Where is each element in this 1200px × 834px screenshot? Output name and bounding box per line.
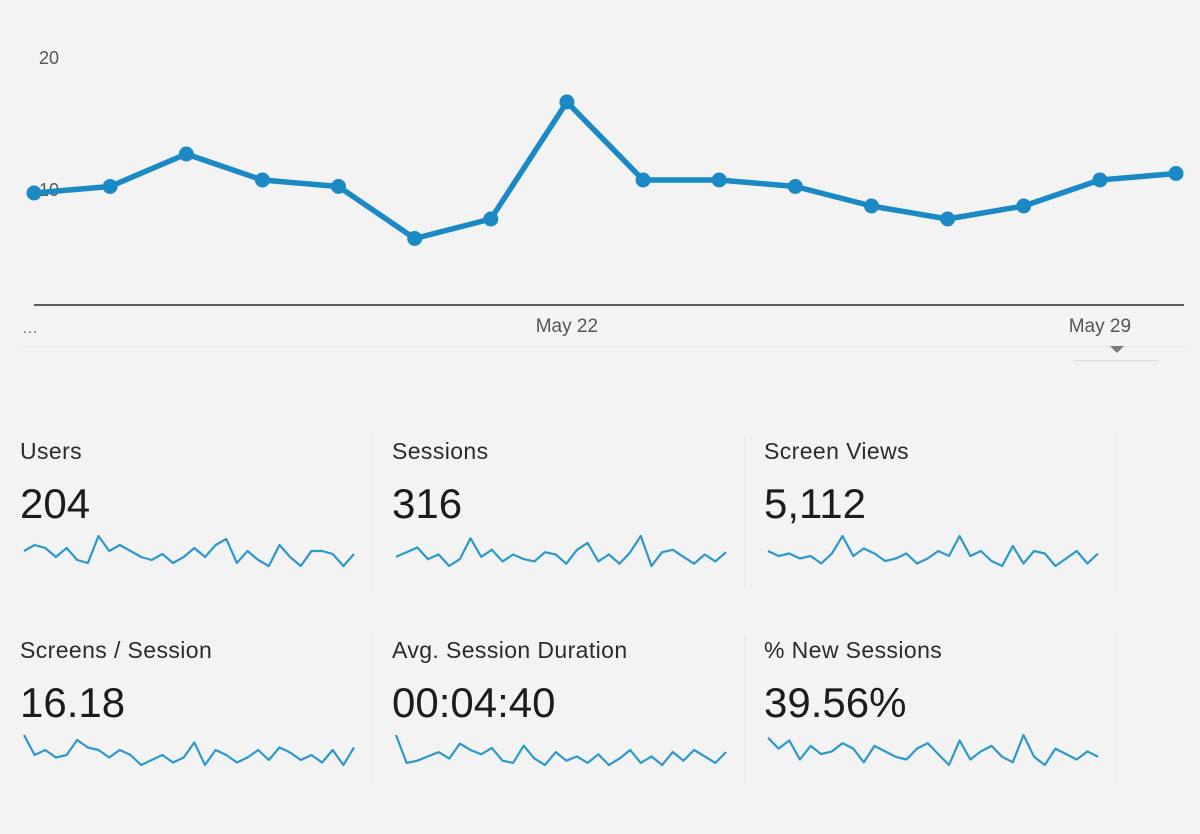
- sparkline-path: [767, 733, 1099, 767]
- sparkline: [23, 534, 355, 568]
- data-point: [26, 185, 42, 201]
- sparkline-path: [23, 534, 355, 568]
- metric-value: 204: [20, 480, 91, 527]
- data-point: [483, 211, 499, 227]
- data-point: [1092, 172, 1108, 188]
- data-point: [711, 172, 727, 188]
- data-point: [407, 231, 423, 246]
- metric-value: 39.56%: [764, 679, 907, 726]
- data-point: [1168, 166, 1184, 181]
- metric-label: Screens / Session: [20, 637, 213, 663]
- metric-card-new-sessions[interactable]: % New Sessions 39.56%: [764, 637, 1117, 785]
- sparkline: [394, 734, 727, 767]
- sparkline: [395, 534, 727, 568]
- data-point: [1016, 198, 1032, 214]
- metric-card-users[interactable]: Users 204: [20, 438, 373, 586]
- data-point: [940, 211, 956, 227]
- metric-value: 316: [392, 480, 463, 527]
- sparkline-path: [23, 734, 355, 767]
- metric-value: 16.18: [20, 679, 126, 726]
- chart-divider: [22, 346, 1186, 347]
- sparkline: [23, 734, 355, 767]
- metric-label: % New Sessions: [764, 637, 943, 663]
- data-point: [559, 94, 575, 110]
- metric-card-avg-session-duration[interactable]: Avg. Session Duration 00:04:40: [392, 637, 745, 785]
- data-point: [635, 172, 651, 188]
- y-tick-label: 20: [39, 48, 59, 68]
- sparkline: [767, 733, 1099, 767]
- data-point: [787, 179, 803, 194]
- metric-label: Screen Views: [764, 438, 910, 464]
- metric-label: Users: [20, 438, 83, 464]
- metric-value: 00:04:40: [392, 679, 556, 726]
- data-point: [864, 198, 879, 214]
- caret-down-icon: [1110, 346, 1124, 353]
- data-point: [102, 179, 118, 194]
- data-point: [331, 179, 346, 194]
- metric-label: Avg. Session Duration: [392, 637, 628, 663]
- sparkline-path: [767, 534, 1099, 568]
- data-point: [178, 146, 194, 162]
- data-point: [254, 172, 270, 188]
- x-tick-label: …: [22, 320, 38, 337]
- sparkline: [767, 534, 1099, 568]
- sparkline-path: [395, 534, 727, 568]
- chart-interval-dropdown[interactable]: [1074, 338, 1158, 361]
- series-line: [31, 99, 1179, 242]
- x-tick-label: May 29: [1069, 316, 1131, 337]
- metric-card-screens-per-session[interactable]: Screens / Session 16.18: [20, 637, 373, 785]
- metric-card-screen-views[interactable]: Screen Views 5,112: [764, 438, 1117, 586]
- sparkline-path: [394, 734, 727, 767]
- x-tick-label: May 22: [536, 316, 598, 337]
- metric-value: 5,112: [764, 480, 866, 527]
- metric-label: Sessions: [392, 438, 489, 464]
- metric-card-sessions[interactable]: Sessions 316: [392, 438, 745, 586]
